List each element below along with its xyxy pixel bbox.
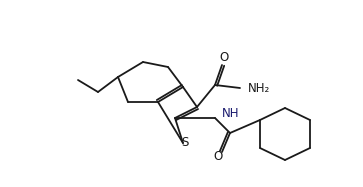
Text: S: S	[181, 137, 189, 149]
Text: NH: NH	[222, 107, 240, 119]
Text: O: O	[219, 50, 229, 64]
Text: NH₂: NH₂	[248, 82, 270, 94]
Text: O: O	[213, 151, 223, 163]
